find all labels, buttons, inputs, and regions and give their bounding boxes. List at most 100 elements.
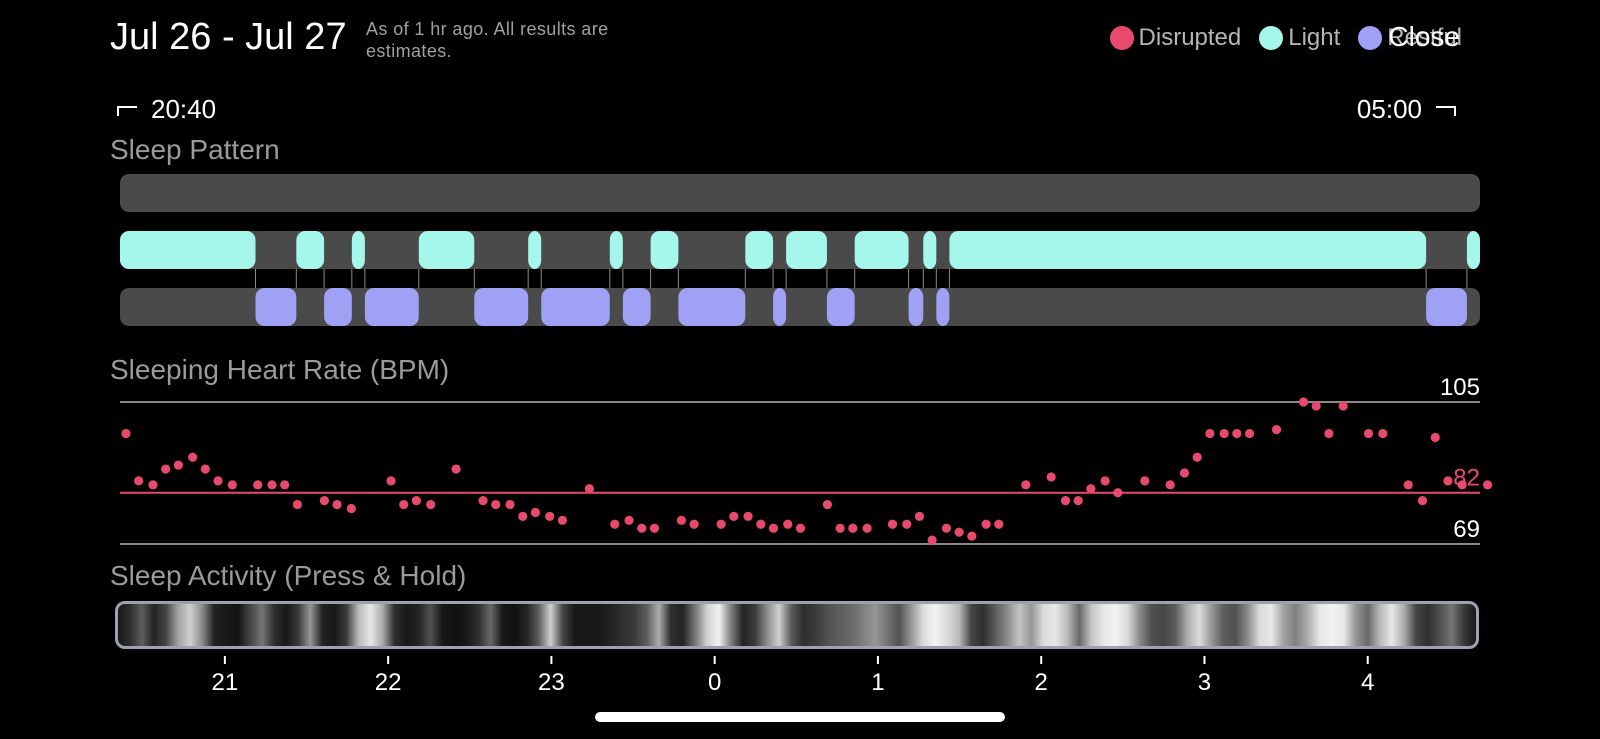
hr-point <box>134 476 144 486</box>
hr-point <box>1443 476 1453 486</box>
light-segment <box>528 231 542 269</box>
end-time-label: 05:00 <box>1356 94 1422 124</box>
hr-point <box>954 527 964 537</box>
hr-point <box>1046 472 1056 482</box>
light-segment <box>1466 231 1480 269</box>
hr-point <box>1482 480 1493 490</box>
hr-point <box>676 515 687 525</box>
light-segment <box>854 231 909 269</box>
axis-tick-label: 4 <box>1361 669 1374 696</box>
hr-point <box>1021 480 1031 490</box>
sleep-pattern-chart <box>120 174 1480 326</box>
hr-point <box>121 428 131 439</box>
hr-point <box>280 480 290 490</box>
axis-tick-label: 22 <box>375 669 402 696</box>
hr-line-label: 82 <box>1453 465 1480 492</box>
hr-point <box>1324 428 1334 439</box>
hr-point <box>267 480 277 490</box>
hr-point <box>649 523 660 533</box>
hr-point <box>411 496 422 506</box>
hr-point <box>624 515 634 525</box>
bracket-end-icon <box>1436 105 1456 116</box>
hr-point <box>451 464 461 474</box>
hr-point <box>1165 480 1175 490</box>
restful-segment <box>936 288 950 326</box>
hr-point <box>729 511 739 521</box>
hr-line-label: 105 <box>1440 378 1480 401</box>
hr-point <box>253 480 263 490</box>
hr-point <box>1417 496 1428 506</box>
heart-rate-chart: 105 82 69 <box>120 378 1493 545</box>
hr-point <box>213 476 223 486</box>
date-range-title: Jul 26 - Jul 27 <box>110 16 347 58</box>
close-button[interactable]: Close <box>1388 21 1460 52</box>
hr-point <box>545 511 555 521</box>
legend-label: Light <box>1288 24 1341 51</box>
axis-tick-label: 0 <box>708 669 721 696</box>
hr-point <box>518 511 528 521</box>
start-time: 20:40 <box>117 94 216 125</box>
hr-point <box>914 511 925 521</box>
sleep-activity-title: Sleep Activity (Press & Hold) <box>110 560 467 591</box>
legend-item-restful: Restful <box>1358 24 1462 52</box>
heart-rate-title: Sleeping Heart Rate (BPM) <box>110 354 450 385</box>
light-segment <box>609 231 623 269</box>
hr-point <box>783 519 793 529</box>
hr-point <box>756 519 766 529</box>
hr-point <box>981 519 991 529</box>
light-segment <box>650 231 679 269</box>
hr-point <box>505 499 515 510</box>
hr-point <box>822 499 833 510</box>
hr-point <box>399 499 409 510</box>
hr-point <box>768 523 779 533</box>
restful-segment <box>474 288 529 326</box>
light-segment <box>296 231 325 269</box>
hr-point <box>491 499 501 510</box>
hr-point <box>161 464 171 474</box>
sleep-activity-strip[interactable] <box>115 601 1479 649</box>
light-segment <box>418 231 475 269</box>
restful-segment <box>678 288 746 326</box>
hr-point <box>584 484 594 494</box>
legend-label: Restful <box>1387 24 1462 51</box>
restful-segment <box>324 288 352 326</box>
hr-point <box>1086 484 1096 494</box>
restful-segment <box>541 288 610 326</box>
sleep-pattern-title: Sleep Pattern <box>110 134 280 165</box>
hr-point <box>148 480 158 490</box>
restful-dot-icon <box>1358 26 1383 50</box>
axis-tick-label: 21 <box>212 669 239 696</box>
hr-point <box>530 507 541 518</box>
hr-point <box>346 503 356 514</box>
hr-point <box>1403 480 1413 490</box>
hr-point <box>332 499 342 510</box>
hr-point <box>1219 428 1229 439</box>
legend-item-light: Light <box>1259 24 1340 52</box>
hr-point <box>1271 425 1282 435</box>
hr-point <box>478 496 488 506</box>
hr-point <box>1363 428 1374 439</box>
hr-point <box>1192 452 1202 462</box>
hr-point <box>292 499 302 510</box>
hr-point <box>173 460 183 470</box>
hr-point <box>927 535 937 545</box>
restful-segment <box>908 288 924 326</box>
track-restful <box>120 288 1480 326</box>
restful-segment <box>826 288 855 326</box>
hr-point <box>716 519 726 529</box>
axis-tick-label: 23 <box>538 669 565 696</box>
legend: Disrupted Light Restful <box>1092 24 1462 52</box>
hr-point <box>1100 476 1110 486</box>
restful-segment <box>364 288 419 326</box>
hr-point <box>1140 476 1150 486</box>
home-indicator[interactable] <box>595 712 1005 722</box>
hr-point <box>902 519 912 529</box>
hr-point <box>610 519 620 529</box>
hr-point <box>1073 496 1083 506</box>
hr-point <box>967 531 977 541</box>
hr-point <box>1113 488 1123 498</box>
light-segment <box>786 231 827 269</box>
axis-tick-label: 1 <box>871 669 884 696</box>
disrupted-dot-icon <box>1109 26 1134 50</box>
hr-point <box>200 464 210 474</box>
